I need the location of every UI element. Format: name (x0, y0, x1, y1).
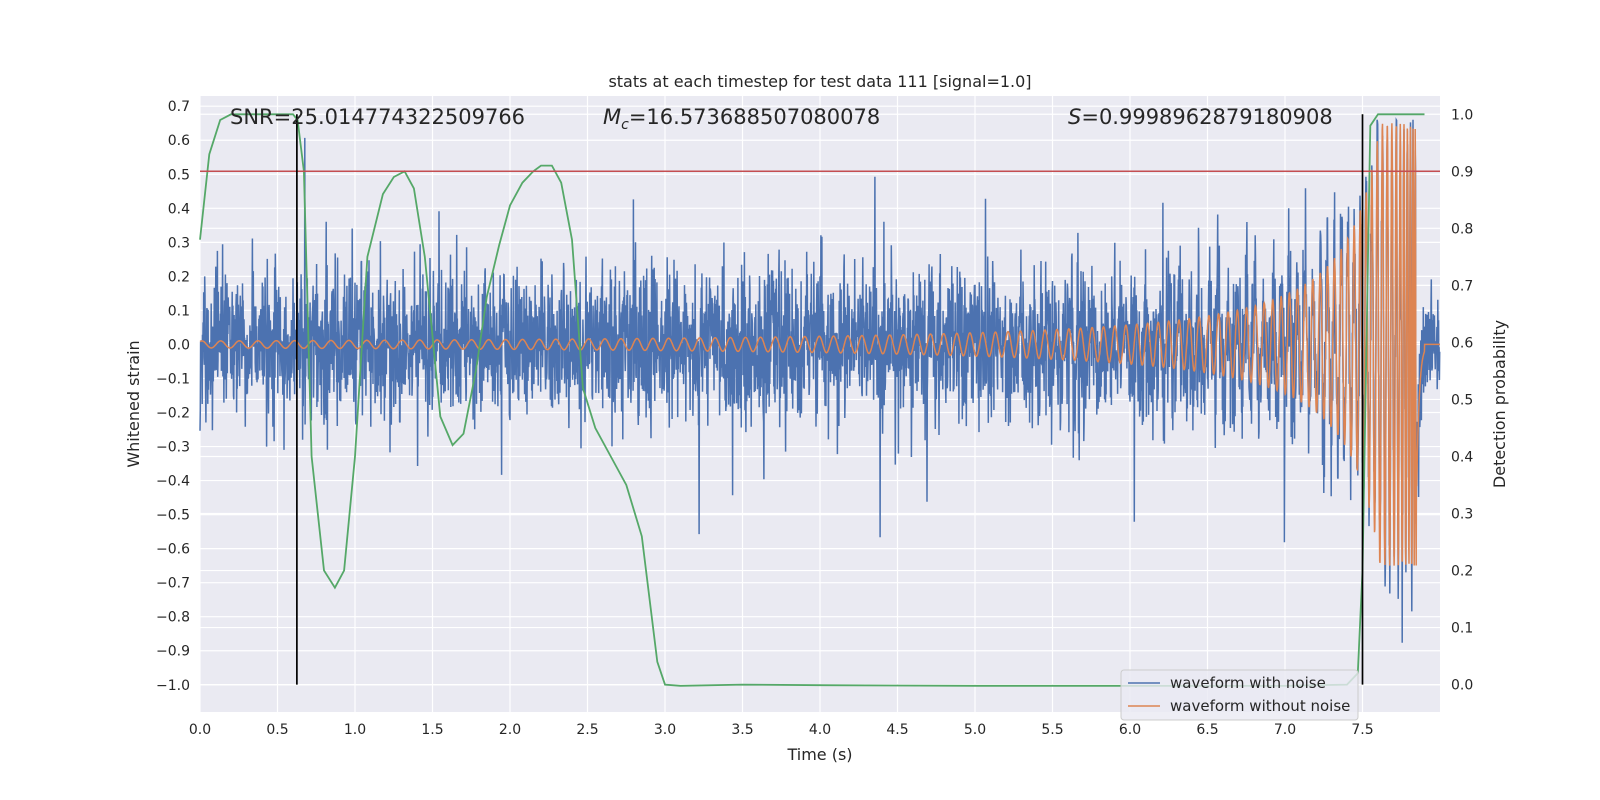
y2-tick-label: 0.8 (1451, 221, 1473, 237)
x-tick-label: 6.0 (1119, 722, 1141, 738)
y2-tick-label: 0.5 (1451, 392, 1473, 408)
x-tick-label: 0.5 (266, 722, 288, 738)
y-tick-label: 0.2 (168, 269, 190, 285)
y-axis-label: Whitened strain (124, 340, 143, 467)
y-tick-label: −0.4 (156, 474, 190, 490)
y-tick-label: −0.5 (156, 508, 190, 524)
y-tick-label: −0.6 (156, 542, 190, 558)
x-tick-label: 6.5 (1196, 722, 1218, 738)
series-detection-probability (199, 113, 1425, 687)
y-tick-label: −0.2 (156, 406, 190, 422)
y-tick-label: 0.6 (168, 133, 190, 149)
y-tick-label: −0.8 (156, 610, 190, 626)
x-tick-label: 1.5 (421, 722, 443, 738)
x-tick-label: 7.0 (1274, 722, 1296, 738)
x-tick-label: 4.5 (886, 722, 908, 738)
clean-line (199, 123, 1440, 566)
overlays (200, 114, 1440, 685)
y2-tick-label: 0.4 (1451, 449, 1473, 465)
chirp-mass-symbol: M (603, 105, 621, 129)
snr-annotation: SNR=25.014774322509766 (230, 105, 525, 129)
y2-tick-label: 0.2 (1451, 564, 1473, 580)
y-tick-label: 0.5 (168, 167, 190, 183)
chart-title: stats at each timestep for test data 111… (608, 72, 1031, 91)
y-tick-label: −0.3 (156, 440, 190, 456)
legend-label-clean: waveform without noise (1170, 697, 1350, 715)
series-waveform-with-noise (199, 117, 1441, 643)
y2-tick-label: 0.0 (1451, 678, 1473, 694)
y-tick-label: −0.1 (156, 371, 190, 387)
y-tick-label: 0.7 (168, 99, 190, 115)
x-tick-label: 1.0 (344, 722, 366, 738)
x-tick-label: 5.0 (964, 722, 986, 738)
y-tick-label: 0.0 (168, 337, 190, 353)
statistic-value: =0.9998962879180908 (1081, 105, 1332, 129)
legend-label-noise: waveform with noise (1170, 674, 1326, 692)
y2-tick-label: 0.1 (1451, 621, 1473, 637)
y2-tick-label: 0.9 (1451, 164, 1473, 180)
ticks: 0.0 0.5 1.0 1.5 2.0 2.5 3.0 3.5 4.0 4.5 5.0 5.5 6.0 6… (156, 99, 1473, 738)
y-tick-label: 0.4 (168, 201, 190, 217)
x-tick-label: 3.0 (654, 722, 676, 738)
statistic-symbol: S (1068, 105, 1081, 129)
y2-tick-label: 0.6 (1451, 335, 1473, 351)
x-tick-label: 2.5 (576, 722, 598, 738)
chirp-mass-value: =16.573688507080078 (629, 105, 880, 129)
y-tick-label: −0.7 (156, 576, 190, 592)
x-tick-label: 4.0 (809, 722, 831, 738)
statistic-annotation: S=0.9998962879180908 (1068, 105, 1333, 129)
probability-line (199, 113, 1425, 687)
y-tick-label: 0.1 (168, 303, 190, 319)
y2-tick-label: 0.3 (1451, 507, 1473, 523)
y2-axis-label: Detection probability (1490, 320, 1509, 488)
x-tick-label: 5.5 (1041, 722, 1063, 738)
legend: waveform with noise waveform without noi… (1120, 669, 1359, 721)
x-tick-label: 0.0 (189, 722, 211, 738)
noise-line (199, 117, 1441, 643)
chirp-mass-subscript: c (621, 117, 629, 133)
x-tick-label: 2.0 (499, 722, 521, 738)
chirp-mass-annotation: Mc=16.573688507080078 (603, 105, 880, 133)
x-tick-label: 7.5 (1351, 722, 1373, 738)
y-tick-label: −0.9 (156, 644, 190, 660)
legend-box (1120, 669, 1359, 721)
x-tick-label: 3.5 (731, 722, 753, 738)
y2-tick-label: 1.0 (1451, 107, 1473, 123)
y-tick-label: 0.3 (168, 235, 190, 251)
x-axis-label: Time (s) (786, 745, 852, 764)
series-waveform-without-noise (199, 123, 1440, 566)
y-tick-label: −1.0 (156, 678, 190, 694)
y2-tick-label: 0.7 (1451, 278, 1473, 294)
